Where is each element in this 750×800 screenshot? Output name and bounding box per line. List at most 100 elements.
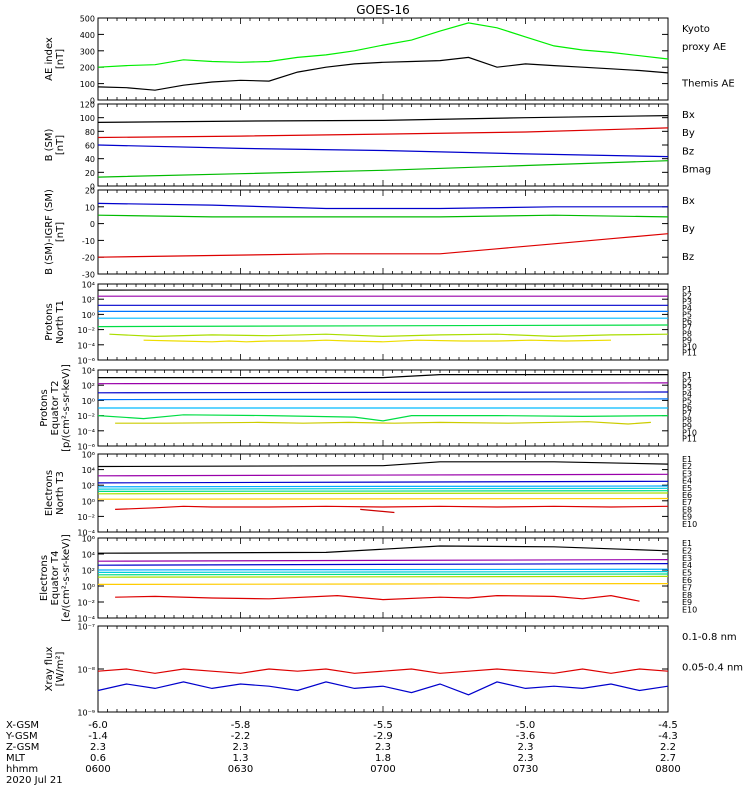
series-bx xyxy=(97,202,668,210)
legend-entry: By xyxy=(682,128,695,139)
legend-entry: P11 xyxy=(682,349,697,358)
series-bz xyxy=(97,233,669,258)
y-tick-label: 80 xyxy=(85,128,95,137)
y-tick-label: 10² xyxy=(82,482,95,491)
y-tick-label: 0 xyxy=(90,97,95,106)
y-tick-label: -20 xyxy=(82,254,95,263)
legend-entry: P9 xyxy=(682,336,692,345)
series-e4 xyxy=(97,568,669,571)
legend-entry: P3 xyxy=(682,298,692,307)
y-tick-label: -10 xyxy=(82,237,95,246)
legend-entry: Bz xyxy=(682,252,694,263)
legend-entry: Bx xyxy=(682,110,695,121)
footer-axis-table: X-GSM -6.0 -5.8 -5.5 -5.0 -4.5 Y-GSM -1.4 -2.2 -2… xyxy=(5,720,681,786)
y-axis-label: [p/(cm²-s-sr-keV)] xyxy=(61,364,72,452)
panel-frame xyxy=(97,17,669,101)
series-e5 xyxy=(97,487,669,490)
legend-entry: By xyxy=(682,224,695,235)
series-e8 xyxy=(97,497,669,500)
coord-value: 0600 xyxy=(85,764,110,775)
y-axis-label: North T3 xyxy=(55,471,66,515)
y-tick-label: 10⁻⁶ xyxy=(77,443,95,452)
legend-entry: P6 xyxy=(682,403,692,412)
legend-entry: P10 xyxy=(682,342,697,351)
y-axis-label: Electrons xyxy=(39,555,50,601)
panel-bigrf: -30 -20 -10 0 10 20 B (SM)-IGRF (SM) [nT] Bx By Bz xyxy=(44,187,695,280)
series-0-1-0-8-nm xyxy=(97,668,669,674)
coord-value: -6.0 xyxy=(88,720,108,731)
chart-title: GOES-16 xyxy=(356,3,410,17)
coord-value: -2.2 xyxy=(231,731,251,742)
y-tick-label: 20 xyxy=(85,169,95,178)
legend-entry: Bz xyxy=(682,146,694,157)
y-tick-label: 10 xyxy=(85,203,95,212)
series-e3 xyxy=(97,480,669,484)
y-tick-label: 10⁶ xyxy=(82,535,95,544)
coord-row-label: hhmm xyxy=(6,764,38,775)
legend-entry: P8 xyxy=(682,416,692,425)
panel-frame xyxy=(97,537,669,619)
legend-entry: P7 xyxy=(682,409,692,418)
y-tick-label: 10⁻⁴ xyxy=(77,615,95,624)
legend-entry: E2 xyxy=(682,462,692,471)
y-tick-label: 10² xyxy=(82,296,95,305)
series-p1 xyxy=(97,288,669,291)
coord-value: 1.3 xyxy=(233,753,249,764)
series-p4 xyxy=(97,398,669,401)
coord-value: -5.5 xyxy=(373,720,393,731)
series-e9 xyxy=(115,594,640,602)
legend-entry: E5 xyxy=(682,569,692,578)
series-p6 xyxy=(97,414,669,422)
legend-entry: E4 xyxy=(682,561,692,570)
y-tick-label: 0 xyxy=(90,183,95,192)
y-tick-label: 500 xyxy=(80,15,95,24)
legend-entry: E5 xyxy=(682,484,692,493)
coord-row-label: MLT xyxy=(6,753,26,764)
series-by xyxy=(97,160,669,178)
legend-entry: E7 xyxy=(682,498,692,507)
y-tick-label: 10² xyxy=(82,567,95,576)
coord-value: 0.6 xyxy=(90,753,106,764)
legend-entry: P11 xyxy=(682,435,697,444)
y-axis-label: [nT] xyxy=(55,135,66,155)
legend-entry: proxy AE xyxy=(682,42,726,53)
legend-entry: E2 xyxy=(682,546,692,555)
series-themis-ae xyxy=(97,56,669,91)
series-p8 xyxy=(143,339,612,343)
y-tick-label: 10⁴ xyxy=(82,466,95,475)
coord-value: -3.6 xyxy=(516,731,536,742)
coord-value: -1.4 xyxy=(88,731,108,742)
series-by xyxy=(97,214,669,218)
legend-entry: E6 xyxy=(682,576,692,585)
y-axis-label: B (SM) xyxy=(44,128,55,161)
legend-entry: P9 xyxy=(682,422,692,431)
coord-value: 2.7 xyxy=(660,753,676,764)
series-e2 xyxy=(97,558,669,562)
series-p7 xyxy=(115,421,651,425)
legend-entry: P8 xyxy=(682,330,692,339)
legend-entry: E10 xyxy=(682,520,697,529)
legend-entry: Bmag xyxy=(682,164,711,175)
legend-entry: E1 xyxy=(682,455,692,464)
series-p7 xyxy=(109,333,669,338)
series-e4 xyxy=(97,485,669,488)
y-tick-label: -30 xyxy=(82,271,95,280)
series-p6 xyxy=(97,324,669,328)
series-bx xyxy=(97,144,669,158)
series-e6 xyxy=(97,490,669,492)
series-bz xyxy=(97,127,669,139)
legend-entry: E6 xyxy=(682,491,692,500)
coord-value: 2.2 xyxy=(660,742,676,753)
series-e7 xyxy=(97,492,669,495)
y-axis-label: [nT] xyxy=(55,222,66,242)
panel-protons_t1: 10⁻⁶ 10⁻⁴ 10⁻² 10⁰ 10² 10⁴ Protons North T1 P1P2… xyxy=(44,281,697,366)
legend-entry: Themis AE xyxy=(681,78,735,89)
coord-value: -4.5 xyxy=(658,720,678,731)
y-tick-label: 400 xyxy=(80,31,95,40)
coord-value: 2.3 xyxy=(233,742,249,753)
legend-entry: E9 xyxy=(682,513,692,522)
legend-entry: P1 xyxy=(682,371,692,380)
y-tick-label: 40 xyxy=(85,155,95,164)
date-label: 2020 Jul 21 xyxy=(6,775,63,786)
